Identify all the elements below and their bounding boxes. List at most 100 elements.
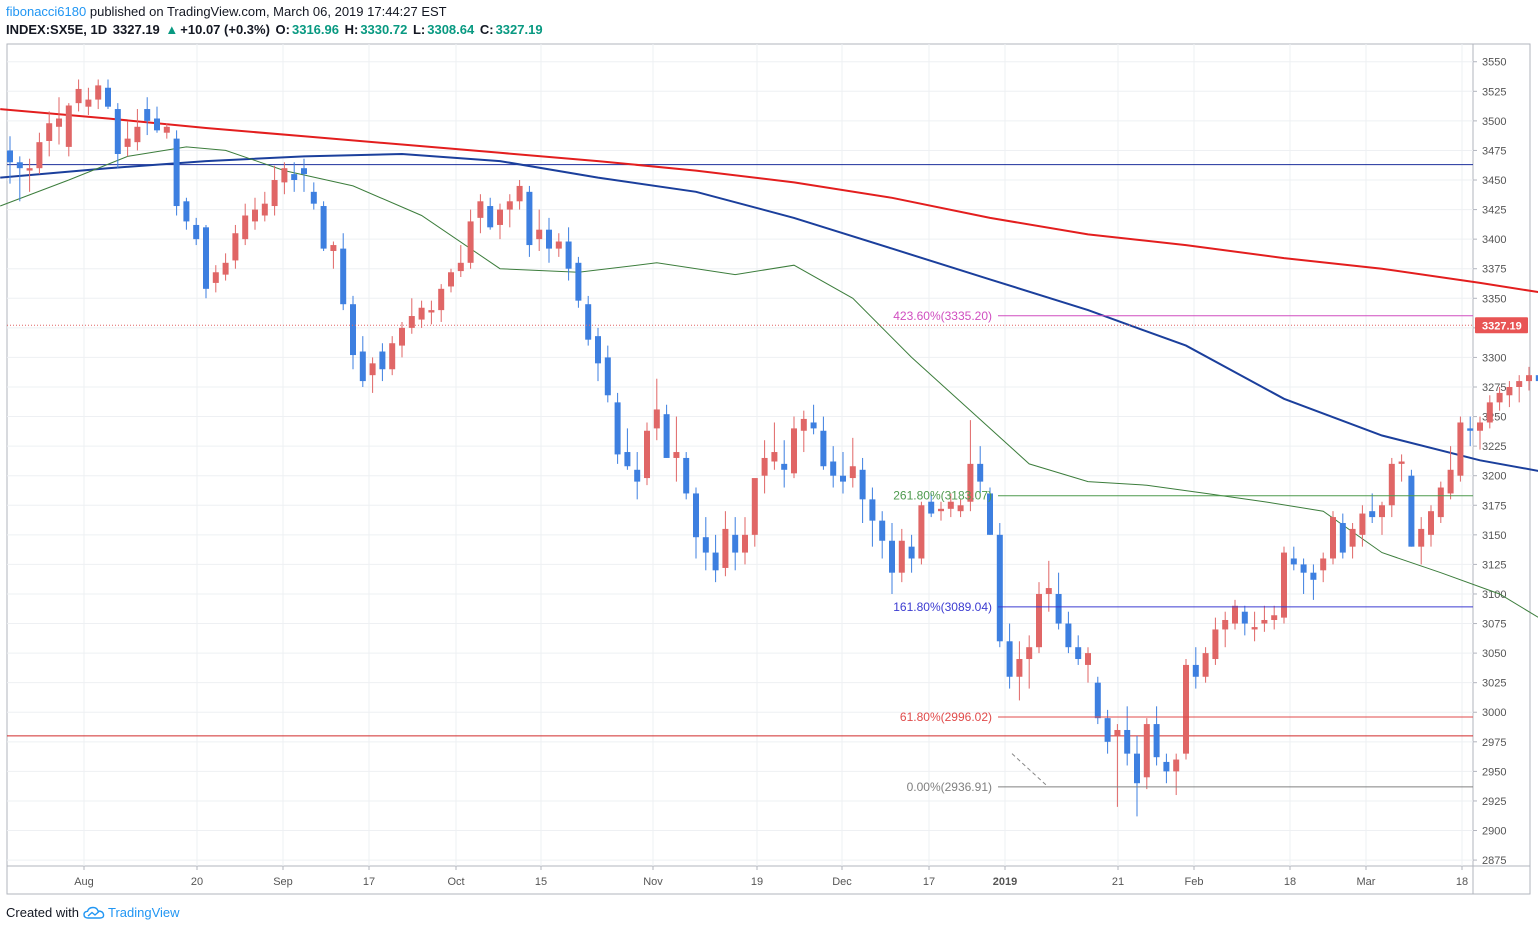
x-tick-label: 19 <box>751 876 763 888</box>
x-tick-label: 18 <box>1284 876 1296 888</box>
candle-body <box>1055 593 1062 624</box>
candle-body <box>1506 386 1513 396</box>
candle-body <box>996 534 1003 642</box>
candle-body <box>1192 664 1199 677</box>
candle-body <box>477 201 484 218</box>
fib-level-label: 161.80%(3089.04) <box>893 600 992 614</box>
candle-body <box>487 206 494 228</box>
x-tick-label: 21 <box>1112 876 1124 888</box>
candle-body <box>722 528 729 568</box>
close-value: 3327.19 <box>495 22 543 37</box>
candle-body <box>614 402 621 455</box>
candle-body <box>781 463 788 470</box>
candle-body <box>1379 505 1385 518</box>
candle-body <box>399 327 405 346</box>
candle-body <box>1075 647 1082 660</box>
candle-body <box>624 452 631 467</box>
candle-body <box>232 233 239 261</box>
candle-body <box>124 138 131 147</box>
y-tick-label: 3200 <box>1482 471 1506 483</box>
candle-body <box>310 191 317 204</box>
price-change: +10.07 (+0.3%) <box>180 22 270 37</box>
y-tick-label: 3100 <box>1482 589 1506 601</box>
candle-body <box>585 304 592 340</box>
candle-body <box>840 475 846 482</box>
candle-body <box>1310 572 1317 580</box>
candle-body <box>663 414 670 458</box>
low-label: L: <box>412 22 426 37</box>
last-price: 3327.19 <box>112 22 160 37</box>
x-tick-label: Dec <box>832 876 852 888</box>
candle-body <box>56 118 62 127</box>
candle-body <box>1477 422 1483 431</box>
candle-body <box>742 534 748 553</box>
close-label: C: <box>479 22 494 37</box>
candle-body <box>1447 469 1454 494</box>
candle-body <box>712 552 719 571</box>
candle-body <box>497 209 503 225</box>
candle-body <box>1036 593 1042 648</box>
candle-body <box>457 262 464 272</box>
candle-body <box>1526 375 1532 382</box>
candle-body <box>1369 511 1376 518</box>
candle-body <box>408 316 415 328</box>
x-tick-label: 18 <box>1456 876 1468 888</box>
candle-body <box>732 534 739 553</box>
candle-body <box>95 85 102 100</box>
candle-body <box>222 262 229 275</box>
candle-body <box>761 457 768 476</box>
candle-body <box>291 174 298 181</box>
candle-body <box>1496 392 1503 403</box>
tradingview-logo[interactable]: TradingView <box>83 905 180 920</box>
y-tick-label: 3550 <box>1482 57 1506 69</box>
symbol-legend: INDEX:SX5E, 1D 3327.19 ▲ +10.07 (+0.3%) O… <box>6 22 545 37</box>
candle-body <box>1388 463 1395 506</box>
y-tick-label: 2975 <box>1482 737 1506 749</box>
candle-body <box>889 540 895 573</box>
candle-body <box>193 224 200 240</box>
y-tick-label: 3400 <box>1482 234 1506 246</box>
candle-body <box>281 168 288 183</box>
candle-body <box>330 245 337 251</box>
candle-body <box>85 99 92 107</box>
symbol-label[interactable]: INDEX:SX5E, 1D <box>6 22 108 37</box>
x-tick-label: 17 <box>363 876 375 888</box>
y-tick-label: 3275 <box>1482 382 1506 394</box>
candle-body <box>1359 513 1366 535</box>
candle-body <box>1418 528 1425 547</box>
candle-body <box>1290 558 1297 565</box>
candle-body <box>1241 611 1248 624</box>
candle-body <box>1271 615 1278 620</box>
candle-body <box>1428 511 1434 535</box>
candle-body <box>114 109 121 154</box>
candle-body <box>369 363 376 376</box>
low-value: 3308.64 <box>427 22 475 37</box>
candle-body <box>536 229 543 240</box>
candle-body <box>301 168 307 175</box>
candle-body <box>1173 759 1180 772</box>
candle-body <box>1222 619 1229 630</box>
chart-frame <box>6 43 1531 895</box>
candle-body <box>800 418 807 431</box>
candle-body <box>1016 659 1023 677</box>
candle-body <box>389 343 396 370</box>
y-tick-label: 2925 <box>1482 796 1506 808</box>
candle-body <box>683 457 690 494</box>
candle-body <box>977 463 984 482</box>
x-tick-label: 20 <box>191 876 203 888</box>
fib-level-label: 423.60%(3335.20) <box>893 309 992 323</box>
candle-body <box>350 304 356 356</box>
candle-body <box>1486 402 1493 423</box>
candle-body <box>1457 422 1464 476</box>
author-link[interactable]: fibonacci6180 <box>6 4 87 19</box>
y-tick-label: 2875 <box>1482 855 1506 867</box>
y-tick-label: 3000 <box>1482 707 1506 719</box>
candle-body <box>506 201 513 210</box>
y-tick-label: 3300 <box>1482 352 1506 364</box>
sma-20-line <box>0 146 1538 618</box>
candle-body <box>46 123 53 141</box>
x-tick-label: 17 <box>923 876 935 888</box>
candle-body <box>1065 623 1072 648</box>
candle-body <box>1202 653 1209 677</box>
